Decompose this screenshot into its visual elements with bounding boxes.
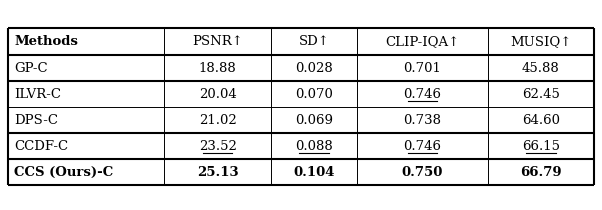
Text: DPS-C: DPS-C [14,113,58,126]
Text: 0.738: 0.738 [403,113,441,126]
Text: 64.60: 64.60 [522,113,560,126]
Text: ILVR-C: ILVR-C [14,88,61,101]
Text: MUSIQ↑: MUSIQ↑ [510,35,571,48]
Text: 25.13: 25.13 [197,165,238,178]
Text: GP-C: GP-C [14,62,48,75]
Text: 0.028: 0.028 [295,62,333,75]
Text: 20.04: 20.04 [199,88,237,101]
Text: 66.79: 66.79 [520,165,562,178]
Text: CCS (Ours)-C: CCS (Ours)-C [14,165,113,178]
Text: 0.104: 0.104 [293,165,335,178]
Text: 18.88: 18.88 [199,62,237,75]
Text: 62.45: 62.45 [522,88,560,101]
Text: SD↑: SD↑ [299,35,329,48]
Text: Methods: Methods [14,35,78,48]
Text: 45.88: 45.88 [522,62,560,75]
Text: 21.02: 21.02 [199,113,237,126]
Text: 0.746: 0.746 [403,88,441,101]
Text: 0.088: 0.088 [295,139,333,152]
Text: 0.070: 0.070 [295,88,333,101]
Text: 0.069: 0.069 [295,113,333,126]
Text: 0.750: 0.750 [402,165,443,178]
Text: 23.52: 23.52 [199,139,237,152]
Text: CCDF-C: CCDF-C [14,139,68,152]
Text: 0.746: 0.746 [403,139,441,152]
Text: 0.701: 0.701 [403,62,441,75]
Text: CLIP-IQA↑: CLIP-IQA↑ [385,35,460,48]
Text: PSNR↑: PSNR↑ [192,35,243,48]
Text: 66.15: 66.15 [522,139,560,152]
